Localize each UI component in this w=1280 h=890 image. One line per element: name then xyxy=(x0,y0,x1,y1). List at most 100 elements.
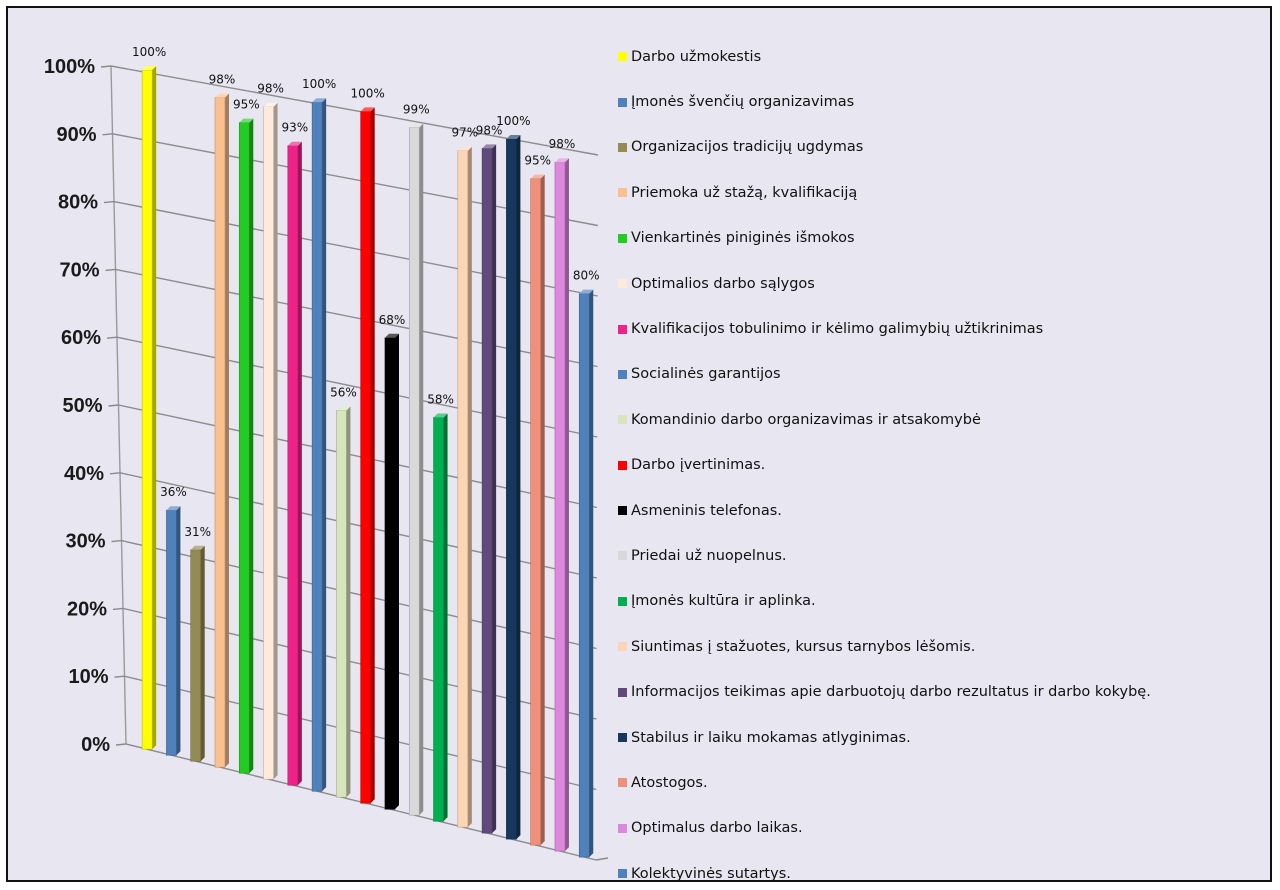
legend-swatch xyxy=(618,97,627,107)
legend-swatch xyxy=(618,188,627,198)
bar xyxy=(311,98,327,792)
bar-side xyxy=(176,506,181,756)
bar-side xyxy=(322,98,327,792)
y-tick-label: 30% xyxy=(65,531,105,553)
grid-line xyxy=(110,65,599,156)
bar-front xyxy=(311,101,323,792)
bar-front xyxy=(214,97,226,768)
y-tick-label: 70% xyxy=(59,259,99,281)
bar-top xyxy=(142,66,157,71)
legend-label: Kvalifikacijos tobulinimo ir kėlimo gali… xyxy=(631,321,1044,338)
legend-swatch xyxy=(618,642,627,652)
bar xyxy=(166,506,181,756)
grid-tick xyxy=(109,472,121,475)
legend-item: Optimalus darbo laikas. xyxy=(618,806,1268,851)
legend-item: Įmonės švenčių organizavimas xyxy=(618,79,1268,124)
legend-label: Organizacijos tradicijų ugdymas xyxy=(631,139,864,156)
bar-front xyxy=(141,69,153,750)
legend-swatch xyxy=(618,778,627,788)
bar-top xyxy=(239,118,254,123)
bar-front xyxy=(433,417,444,822)
legend-label: Kolektyvinės sutartys. xyxy=(631,865,791,882)
data-label: 97% xyxy=(451,126,478,140)
legend-item: Informacijos teikimas apie darbuotojų da… xyxy=(618,669,1268,714)
bar xyxy=(433,413,448,822)
bar-front xyxy=(457,150,469,828)
chart-frame: 0% 10% 20% 30% 40% 50% 60% 70% 80% 90% 100% 100% 36… xyxy=(6,6,1272,882)
chart-plot: 0% 10% 20% 30% 40% 50% 60% 70% 80% 90% 100% 100% 36… xyxy=(44,45,609,861)
bar-side xyxy=(225,93,229,768)
y-tick-label: 80% xyxy=(58,192,98,214)
bar-top xyxy=(579,289,594,294)
data-label: 58% xyxy=(427,392,454,406)
legend-label: Siuntimas į stažuotes, kursus tarnybos l… xyxy=(631,638,976,655)
legend-label: Priedai už nuopelnus. xyxy=(631,547,787,564)
bar xyxy=(214,93,229,768)
legend-swatch xyxy=(618,687,627,697)
bar-top xyxy=(166,506,181,511)
legend-label: Priemoka už stažą, kvalifikaciją xyxy=(631,184,858,201)
bar-side xyxy=(492,144,497,834)
bar-top xyxy=(409,123,424,128)
bar-top xyxy=(506,134,521,139)
bar-front xyxy=(384,337,396,810)
legend-swatch xyxy=(618,369,627,379)
grid-tick xyxy=(103,200,115,204)
bar xyxy=(263,102,278,780)
bar xyxy=(287,141,302,786)
y-tick-label: 0% xyxy=(81,734,110,756)
bar-front xyxy=(238,122,250,774)
legend-label: Optimalus darbo laikas. xyxy=(631,820,803,837)
legend-item: Stabilus ir laiku mokamas atlyginimas. xyxy=(618,715,1268,760)
grid-tick xyxy=(105,268,116,272)
legend-item: Vienkartinės piniginės išmokos xyxy=(618,216,1268,261)
bar-front xyxy=(554,161,566,852)
bar xyxy=(336,406,351,798)
bar-top xyxy=(215,93,229,98)
data-label: 80% xyxy=(573,269,600,283)
data-label: 100% xyxy=(302,77,336,91)
y-tick-label: 100% xyxy=(44,56,95,78)
bar-front xyxy=(506,138,517,840)
bar-top xyxy=(190,545,205,550)
bar-front xyxy=(360,111,372,804)
bar-side xyxy=(370,107,375,804)
bar-front xyxy=(287,145,299,786)
grid-tick xyxy=(115,743,127,746)
data-label: 98% xyxy=(549,137,576,151)
legend-item: Kvalifikacijos tobulinimo ir kėlimo gali… xyxy=(618,306,1268,351)
legend-item: Atostogos. xyxy=(618,760,1268,805)
legend-item: Optimalios darbo sąlygos xyxy=(618,261,1268,306)
bar xyxy=(457,146,472,828)
grid-line xyxy=(118,404,598,509)
y-tick-label: 90% xyxy=(56,124,96,146)
data-label: 100% xyxy=(351,86,385,100)
data-label: 98% xyxy=(257,82,284,96)
bar xyxy=(141,66,157,750)
bar-top xyxy=(312,98,327,103)
bar-top xyxy=(263,102,278,107)
bar xyxy=(384,333,399,810)
data-label: 98% xyxy=(209,72,236,86)
legend-item: Darbo užmokestis xyxy=(618,34,1268,79)
legend-label: Komandinio darbo organizavimas ir atsako… xyxy=(631,411,981,428)
bar-top xyxy=(336,406,351,411)
bar-front xyxy=(578,293,590,858)
bar-front xyxy=(481,148,493,834)
grid-line xyxy=(113,200,598,297)
y-tick-label: 50% xyxy=(62,395,102,417)
legend-item: Organizacijos tradicijų ugdymas xyxy=(618,125,1268,170)
grid-tick xyxy=(111,539,122,543)
legend-item: Įmonės kultūra ir aplinka. xyxy=(618,579,1268,624)
bar-front xyxy=(408,127,420,816)
bar-top xyxy=(530,174,545,179)
bar-front xyxy=(530,178,541,846)
legend-swatch xyxy=(618,279,627,289)
bar xyxy=(578,289,594,858)
grid-tick xyxy=(114,675,125,678)
y-tick-label: 10% xyxy=(68,666,108,688)
bar-side xyxy=(540,174,545,846)
bar xyxy=(506,134,521,840)
bar-top xyxy=(384,333,399,338)
bar-side xyxy=(443,413,448,822)
